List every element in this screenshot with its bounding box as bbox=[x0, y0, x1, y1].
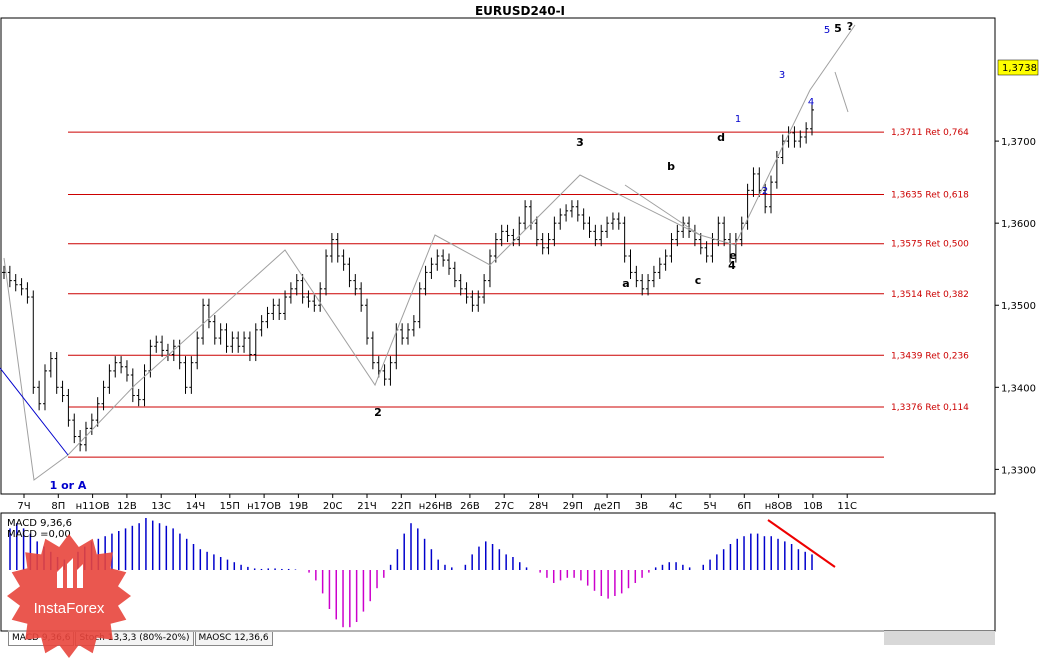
time-tick-label: 7Ч bbox=[17, 501, 30, 512]
fib-label: 1,3575 Ret 0,500 bbox=[891, 240, 969, 250]
logo-star-shape bbox=[7, 534, 131, 658]
wave-labels: 1 or A 2 3 4 5 ? a b c d e 1 2 3 4 5 bbox=[50, 20, 854, 492]
time-tick-label: 28Ч bbox=[529, 501, 549, 512]
price-tick-label: 1,3500 bbox=[1001, 301, 1036, 312]
wave-label: 4 bbox=[728, 259, 736, 272]
time-tick-label: 26В bbox=[460, 501, 480, 512]
wave-label: 5 bbox=[824, 25, 830, 36]
tab-maosc[interactable]: MAOSC 12,36,6 bbox=[194, 632, 273, 646]
logo-badge-icon bbox=[7, 534, 131, 658]
scrollbar bbox=[884, 631, 995, 645]
wave-label: 2 bbox=[762, 186, 768, 197]
fib-levels: 1,3711 Ret 0,764 1,3635 Ret 0,618 1,3575 R… bbox=[68, 128, 969, 458]
fib-label: 1,3635 Ret 0,618 bbox=[891, 190, 969, 200]
time-tick-label: 3В bbox=[635, 501, 648, 512]
wave-label: 3 bbox=[779, 70, 785, 81]
price-tick-label: 1,3400 bbox=[1001, 383, 1036, 394]
wave-label: 4 bbox=[808, 97, 814, 108]
wave-line-c bbox=[624, 184, 701, 236]
blue-wave-line bbox=[0, 367, 69, 456]
wave-label: c bbox=[695, 274, 702, 287]
current-price-value: 1,3738 bbox=[1002, 63, 1037, 74]
wave-label: ? bbox=[847, 20, 853, 33]
price-bars bbox=[2, 103, 814, 452]
fib-label: 1,3439 Ret 0,236 bbox=[891, 351, 969, 361]
current-price-badge bbox=[997, 59, 1039, 76]
time-tick-label: 20С bbox=[323, 501, 343, 512]
instaforex-logo: InstaForex bbox=[5, 532, 133, 660]
wave-label: 5 bbox=[834, 22, 842, 35]
time-tick-label: 22П bbox=[391, 501, 411, 512]
wave-lines bbox=[0, 24, 856, 481]
time-tick-label: 8П bbox=[51, 501, 65, 512]
price-axis: 1,3300 1,3400 1,3500 1,3600 1,3700 bbox=[995, 137, 1036, 476]
wave-label: 1 or A bbox=[50, 479, 87, 492]
time-tick-label: 14Ч bbox=[186, 501, 206, 512]
time-tick-label: н11ОВ bbox=[76, 501, 110, 512]
fib-label: 1,3376 Ret 0,114 bbox=[891, 403, 969, 413]
wave-label: b bbox=[667, 160, 675, 173]
price-tick-label: 1,3300 bbox=[1001, 465, 1036, 476]
time-tick-label: 15П bbox=[220, 501, 240, 512]
price-tick-label: 1,3700 bbox=[1001, 137, 1036, 148]
wave-label: 3 bbox=[576, 136, 584, 149]
main-plot bbox=[0, 17, 996, 645]
time-tick-label: 29П bbox=[563, 501, 583, 512]
wave-label: d bbox=[717, 131, 725, 144]
chart-title: EURUSD240-I bbox=[475, 4, 565, 18]
logo-text: InstaForex bbox=[33, 600, 105, 617]
fib-label: 1,3711 Ret 0,764 bbox=[891, 128, 969, 138]
time-tick-label: 21Ч bbox=[357, 501, 377, 512]
time-tick-label: 27С bbox=[494, 501, 514, 512]
time-axis: 7Ч 8П н11ОВ 12В 13С 14Ч 15П н17ОВ 19В 20С 21Ч 22П н2… bbox=[17, 494, 857, 512]
time-tick-label: 5Ч bbox=[703, 501, 716, 512]
time-tick-label: 12В bbox=[117, 501, 137, 512]
time-tick-label: 4С bbox=[669, 501, 682, 512]
time-tick-label: дe2П bbox=[594, 501, 621, 512]
wave-label: a bbox=[622, 277, 629, 290]
time-tick-label: н17ОВ bbox=[247, 501, 281, 512]
time-tick-label: н8ОВ bbox=[765, 501, 793, 512]
macd-label: MACD 9,36,6 bbox=[7, 518, 72, 529]
fib-label: 1,3514 Ret 0,382 bbox=[891, 290, 969, 300]
plot-frame bbox=[0, 17, 996, 495]
macd-trend-line bbox=[767, 519, 836, 568]
wave-label: 2 bbox=[374, 406, 382, 419]
wave-label: e bbox=[729, 249, 736, 262]
wave-label: 1 bbox=[735, 114, 741, 125]
time-tick-label: н26НВ bbox=[419, 501, 453, 512]
logo-emblem bbox=[57, 558, 83, 588]
price-tick-label: 1,3600 bbox=[1001, 219, 1036, 230]
time-tick-label: 19В bbox=[289, 501, 309, 512]
time-tick-label: 6П bbox=[737, 501, 751, 512]
projection-line bbox=[834, 71, 849, 113]
macd-value: MACD =0,00 bbox=[7, 529, 71, 540]
time-tick-label: 10В bbox=[803, 501, 823, 512]
time-tick-label: 11С bbox=[837, 501, 857, 512]
time-tick-label: 13С bbox=[151, 501, 171, 512]
